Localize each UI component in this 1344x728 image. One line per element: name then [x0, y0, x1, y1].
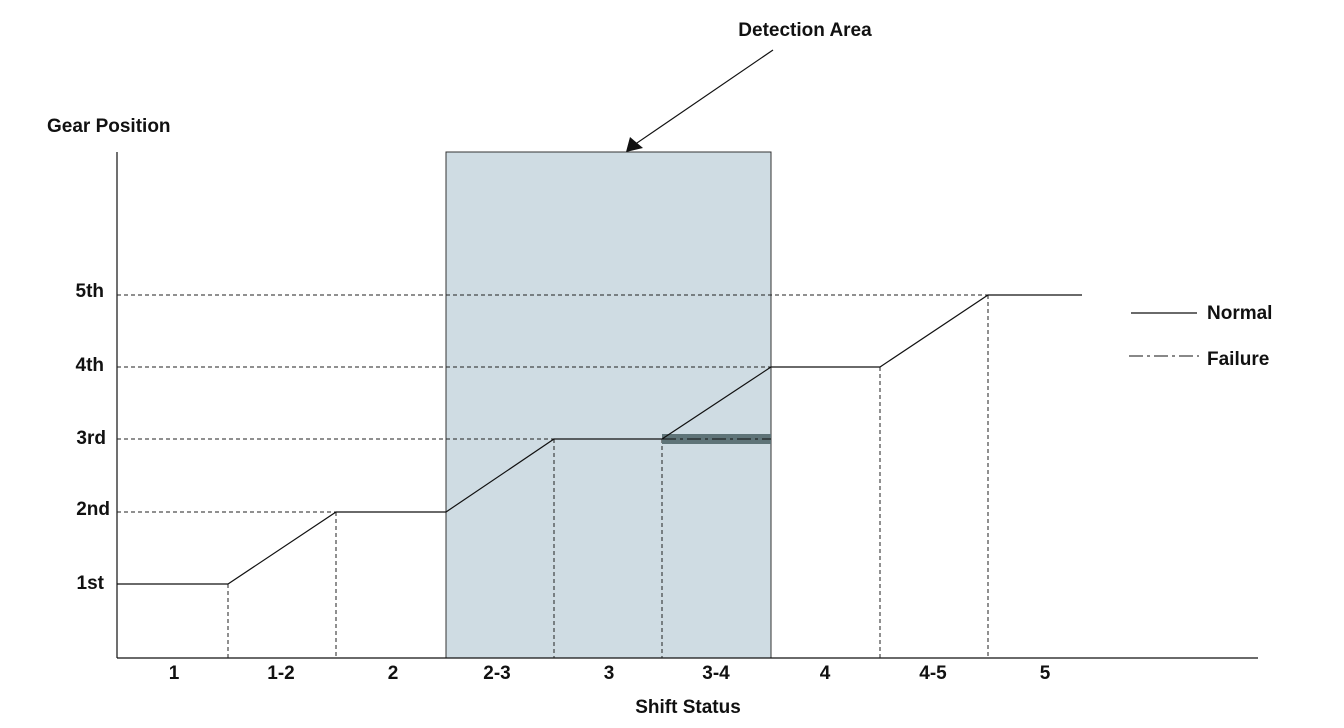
x-label: 2: [388, 663, 399, 684]
y-label: 1st: [77, 573, 105, 594]
y-label: 3rd: [76, 428, 106, 449]
x-label: 1-2: [267, 663, 294, 684]
y-axis-title: Gear Position: [47, 116, 171, 137]
vertical-guides: [227, 295, 989, 658]
x-label: 3: [604, 663, 615, 684]
legend-label: Normal: [1207, 303, 1272, 324]
y-label: 4th: [76, 355, 105, 376]
x-label: 2-3: [483, 663, 510, 684]
legend: Normal Failure: [1129, 303, 1272, 370]
annotation: Detection Area: [738, 20, 872, 41]
x-label: 5: [1040, 663, 1051, 684]
annotation-arrow: [633, 49, 774, 146]
horizontal-guides: [117, 294, 988, 513]
legend-label: Failure: [1207, 349, 1269, 370]
y-label: 5th: [76, 281, 105, 302]
x-label: 4: [820, 663, 831, 684]
arrow-head: [626, 137, 643, 152]
x-label: 4-5: [919, 663, 947, 684]
x-label: 1: [169, 663, 180, 684]
x-label: 3-4: [702, 663, 730, 684]
normal-line: [117, 294, 1082, 585]
x-axis-title: Shift Status: [635, 697, 741, 718]
y-label: 2nd: [76, 499, 110, 520]
detection-area: [445, 151, 772, 659]
